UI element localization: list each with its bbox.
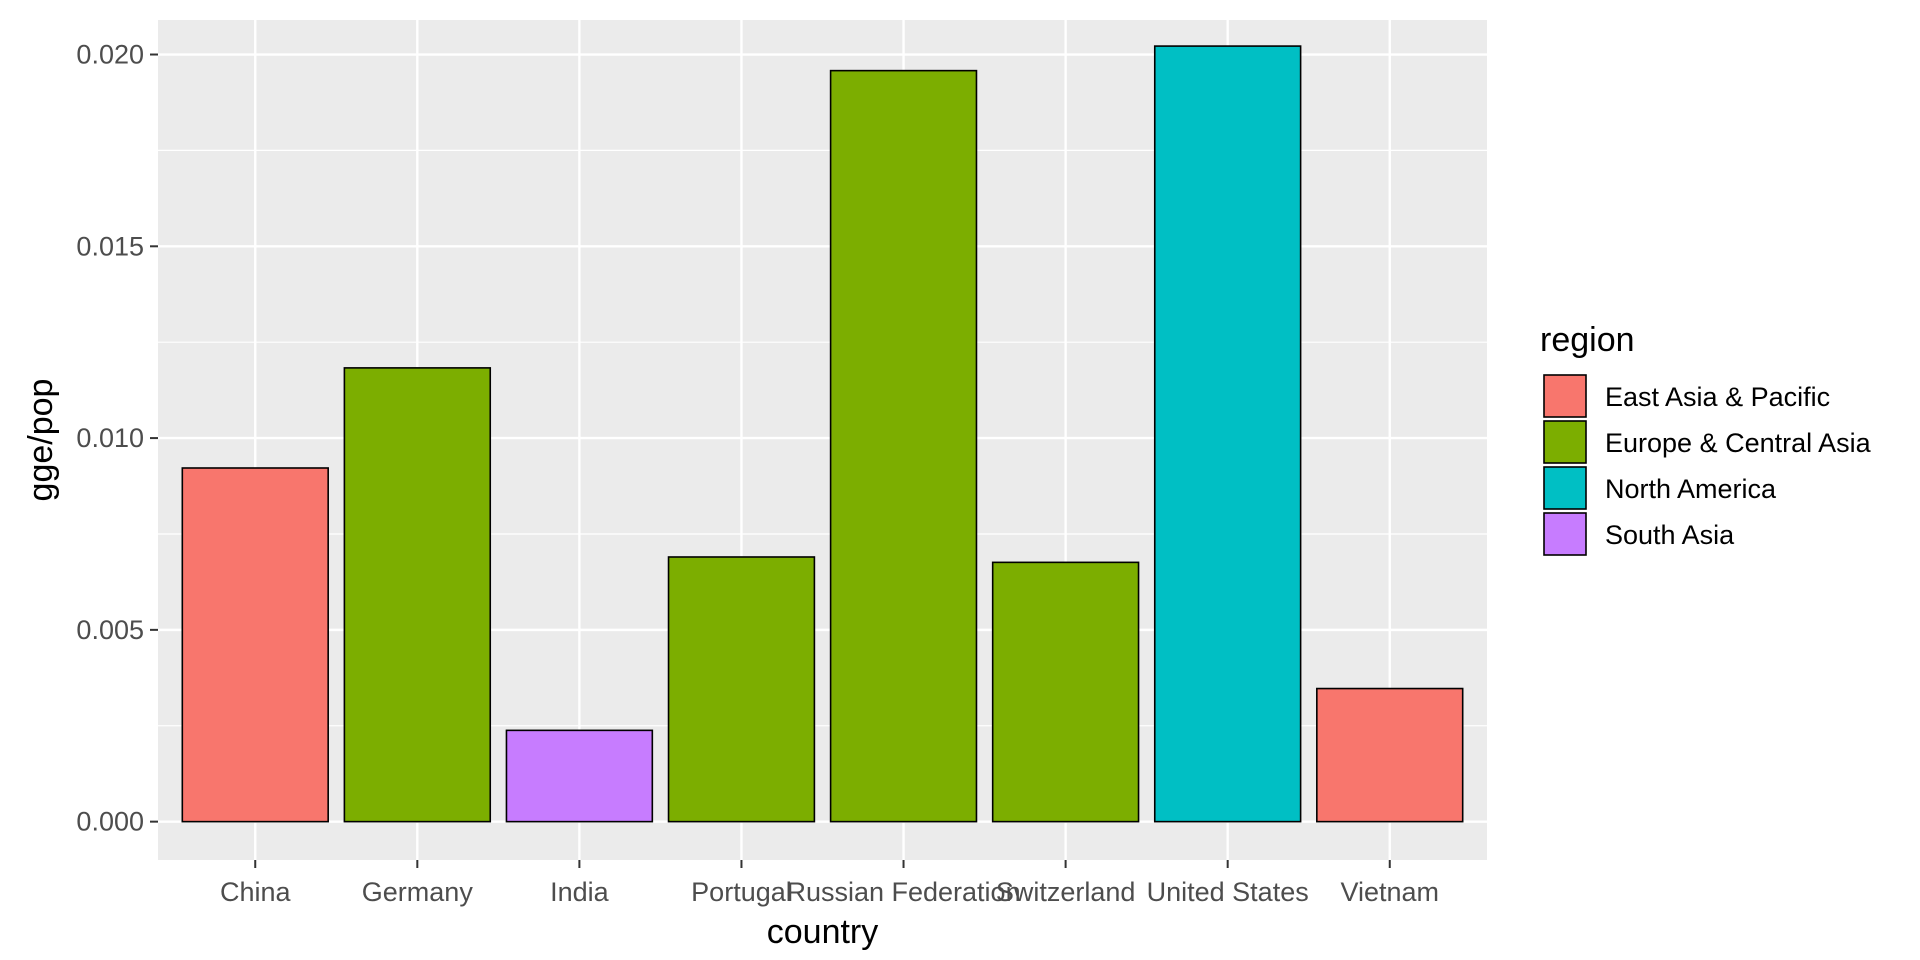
bar-portugal bbox=[667, 556, 816, 823]
legend-label: Europe & Central Asia bbox=[1605, 428, 1872, 458]
bar-switzerland bbox=[991, 561, 1140, 823]
y-tick-label: 0.020 bbox=[76, 40, 144, 70]
legend-label: North America bbox=[1605, 474, 1777, 504]
legend-key bbox=[1543, 374, 1587, 418]
y-axis-title: gge/pop bbox=[22, 379, 60, 502]
x-axis-title: country bbox=[767, 913, 879, 951]
bar-united-states bbox=[1153, 45, 1302, 823]
x-tick-label: India bbox=[550, 877, 610, 907]
y-tick-label: 0.000 bbox=[76, 807, 144, 837]
y-axis: 0.000 0.005 0.010 0.015 0.020 bbox=[76, 40, 158, 837]
x-tick-label: Switzerland bbox=[996, 877, 1136, 907]
legend-key bbox=[1543, 466, 1587, 510]
x-tick-label: Russian Federation bbox=[786, 877, 1020, 907]
y-tick-label: 0.015 bbox=[76, 231, 144, 261]
y-tick-label: 0.010 bbox=[76, 423, 144, 453]
legend-label: East Asia & Pacific bbox=[1605, 382, 1830, 412]
legend-key bbox=[1543, 420, 1587, 464]
y-tick-label: 0.005 bbox=[76, 615, 144, 645]
x-tick-label: Vietnam bbox=[1340, 877, 1439, 907]
x-tick-label: China bbox=[220, 877, 292, 907]
legend-title: region bbox=[1540, 321, 1635, 359]
legend-key bbox=[1543, 512, 1587, 556]
x-tick-label: United States bbox=[1147, 877, 1309, 907]
x-tick-label: Portugal bbox=[691, 877, 792, 907]
legend: region East Asia & Pacific Europe & Centr… bbox=[1540, 321, 1872, 556]
bar-china bbox=[181, 467, 329, 823]
bars bbox=[181, 45, 1464, 823]
legend-label: South Asia bbox=[1605, 520, 1735, 550]
x-tick-label: Germany bbox=[362, 877, 474, 907]
bar-india bbox=[505, 729, 654, 823]
bar-germany bbox=[343, 367, 492, 823]
bar-vietnam bbox=[1316, 687, 1464, 823]
bar-russian-federation bbox=[829, 69, 978, 823]
